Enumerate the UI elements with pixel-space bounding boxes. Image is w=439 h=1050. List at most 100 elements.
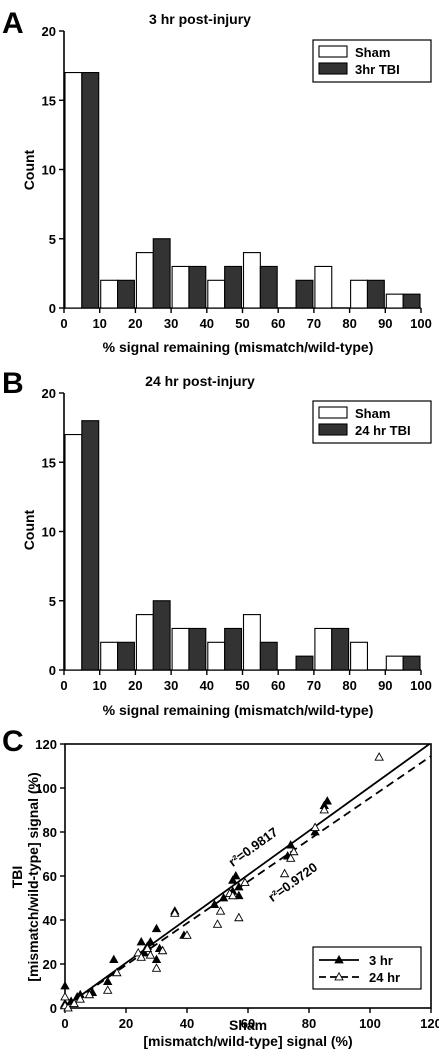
panel-b-y-tick-label: 20 bbox=[42, 386, 56, 401]
panel-c-point-3hr bbox=[109, 954, 119, 963]
panel-a-bar-sham bbox=[314, 265, 333, 309]
panel-c-fit-line-3hr bbox=[65, 744, 431, 1008]
panel-b-legend-label: 24 hr TBI bbox=[355, 423, 411, 438]
panel-b-bar-tbi bbox=[152, 600, 171, 671]
panel-c-point-3hr bbox=[218, 892, 229, 902]
panel-a-x-tick-label: 90 bbox=[378, 316, 392, 331]
panel-b-bar-sham bbox=[207, 641, 226, 671]
panel-c-legend-label: 24 hr bbox=[369, 970, 400, 985]
panel-a-bar-sham bbox=[100, 279, 119, 309]
panel-a-bar-tbi bbox=[152, 238, 171, 309]
panel-b-legend-label: Sham bbox=[355, 406, 390, 421]
panel-c-x-axis-label-line1: Sham bbox=[229, 1017, 267, 1033]
panel-b-bar-tbi bbox=[331, 627, 350, 671]
panel-a-bar-sham bbox=[242, 252, 261, 309]
panel-b-y-tick-label: 0 bbox=[49, 663, 56, 678]
panel-c-point-24hr bbox=[234, 912, 244, 922]
panel-c-point-24hr bbox=[240, 877, 250, 886]
panel-b-x-tick-label: 100 bbox=[410, 678, 432, 693]
panel-b-x-axis-label: % signal remaining (mismatch/wild-type) bbox=[103, 702, 374, 718]
panel-b-bar-sham bbox=[385, 655, 404, 671]
panel-b-title: 24 hr post-injury bbox=[145, 373, 255, 389]
panel-b-x-tick-label: 0 bbox=[60, 678, 67, 693]
panel-a-y-tick-label: 5 bbox=[49, 232, 56, 247]
panel-c-y-tick-label: 120 bbox=[35, 737, 57, 752]
panel-c-point-24hr bbox=[75, 994, 86, 1003]
panel-a-legend-swatch bbox=[318, 62, 348, 75]
panel-c-point-3hr bbox=[228, 875, 238, 884]
panel-c-point-24hr bbox=[157, 945, 168, 955]
panel-c-letter: C bbox=[2, 725, 24, 758]
panel-c-legend-marker bbox=[334, 954, 344, 964]
panel-a-y-tick-label: 15 bbox=[42, 93, 56, 108]
panel-c-point-24hr bbox=[374, 752, 384, 761]
panel-c-y-tick-label: 40 bbox=[43, 913, 57, 928]
panel-c-y-tick-label: 20 bbox=[43, 957, 57, 972]
panel-c-r2-label-24hr: r²=0.9720 bbox=[265, 859, 320, 904]
panel-a-bar-tbi bbox=[402, 293, 421, 309]
panel-c-legend-marker bbox=[334, 971, 344, 981]
panel-a-legend-swatch bbox=[318, 45, 348, 58]
panel-b-y-tick-label: 15 bbox=[42, 455, 56, 470]
panel-c-y-tick-label: 0 bbox=[50, 1001, 57, 1016]
panel-a-y-axis-label: Count bbox=[21, 149, 37, 190]
panel-a-x-tick-label: 30 bbox=[164, 316, 178, 331]
panel-c-point-3hr bbox=[231, 870, 241, 880]
panel-b-bar-tbi bbox=[224, 627, 243, 671]
panel-c-point-3hr bbox=[136, 936, 146, 946]
panel-c-fit-line-24hr bbox=[65, 755, 431, 1008]
panel-b-bar-tbi bbox=[402, 655, 421, 671]
panel-a-y-tick-label: 20 bbox=[42, 24, 56, 39]
panel-a-bar-tbi bbox=[188, 265, 207, 309]
panel-a-letter: A bbox=[2, 7, 24, 40]
panel-c-x-tick-label: 0 bbox=[61, 1016, 68, 1031]
panel-a-bar-sham bbox=[207, 279, 226, 309]
panel-b-x-tick-label: 70 bbox=[307, 678, 321, 693]
panel-b-legend-swatch bbox=[318, 406, 348, 419]
panel-a-x-tick-label: 100 bbox=[410, 316, 432, 331]
panel-a-x-tick-label: 50 bbox=[235, 316, 249, 331]
panel-c-point-24hr bbox=[279, 868, 290, 878]
panel-b-bar-sham bbox=[100, 641, 119, 671]
panel-c-point-24hr bbox=[136, 952, 147, 961]
panel-c-y-tick-label: 60 bbox=[43, 869, 57, 884]
panel-a-bar-tbi bbox=[81, 72, 100, 309]
panel-c-point-24hr bbox=[133, 947, 143, 957]
panel-b-bar-sham bbox=[314, 627, 333, 671]
panel-c-point-24hr bbox=[69, 998, 79, 1007]
panel-c-point-24hr bbox=[288, 846, 299, 856]
panel-b-x-tick-label: 40 bbox=[200, 678, 214, 693]
panel-c-x-tick-label: 40 bbox=[180, 1016, 194, 1031]
panel-b-x-tick-label: 50 bbox=[235, 678, 249, 693]
panel-a-bar-tbi bbox=[117, 279, 135, 309]
panel-c-point-24hr bbox=[60, 991, 70, 1001]
panel-c-point-24hr bbox=[227, 890, 238, 900]
panel-b-bar-sham bbox=[64, 433, 83, 671]
panel-b-bar-sham bbox=[135, 614, 154, 671]
panel-c-point-3hr bbox=[60, 980, 70, 990]
panel-a-bar-sham bbox=[135, 252, 154, 309]
panel-b-histogram: B 24 hr post-injury % signal remaining (… bbox=[2, 367, 432, 718]
panel-b-bar-tbi bbox=[259, 641, 278, 671]
panel-c-point-3hr bbox=[234, 881, 244, 891]
panel-a-bar-tbi bbox=[259, 265, 278, 309]
panel-a-histogram: A 3 hr post-injury % signal remaining (m… bbox=[2, 7, 432, 355]
panel-a-legend-label: Sham bbox=[355, 45, 390, 60]
panel-c-point-24hr bbox=[319, 804, 330, 814]
panel-b-x-tick-label: 20 bbox=[128, 678, 142, 693]
panel-b-x-tick-label: 90 bbox=[378, 678, 392, 693]
panel-c-y-tick-label: 100 bbox=[35, 781, 57, 796]
panel-b-bar-tbi bbox=[188, 627, 207, 671]
panel-c-legend-label: 3 hr bbox=[369, 953, 393, 968]
panel-c-r2-label-3hr: r²=0.9817 bbox=[226, 824, 281, 869]
panel-c-point-3hr bbox=[234, 890, 244, 900]
panel-b-x-tick-label: 10 bbox=[92, 678, 106, 693]
panel-c-point-24hr bbox=[63, 1002, 73, 1012]
panel-b-legend-swatch bbox=[318, 423, 348, 436]
panel-c-point-24hr bbox=[215, 906, 226, 915]
panel-b-bar-sham bbox=[350, 641, 369, 671]
panel-c-y-axis-label-line1: TBI bbox=[9, 866, 25, 889]
panel-c-x-axis-label-line2: [mismatch/wild-type] signal (%) bbox=[143, 1033, 352, 1049]
panel-b-bar-tbi bbox=[295, 655, 314, 671]
